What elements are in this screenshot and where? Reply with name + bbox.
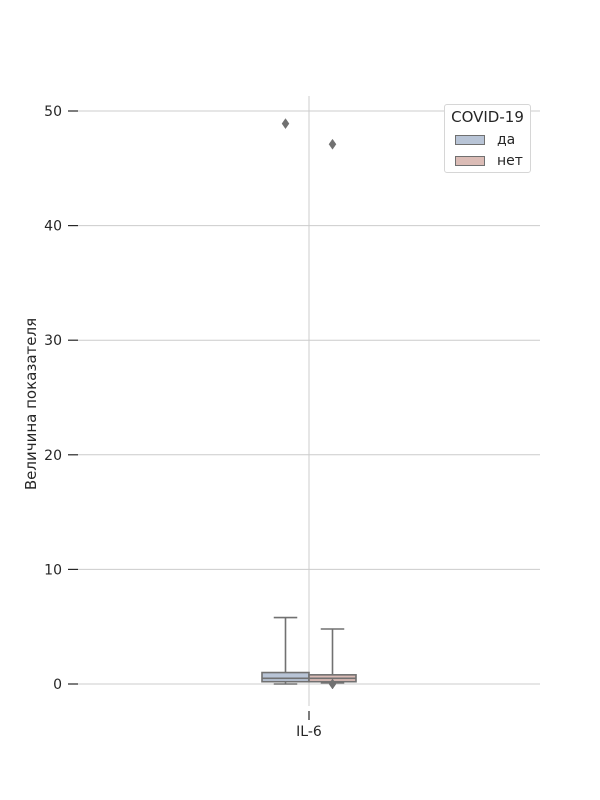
y-tick-label: 50 [44,104,62,120]
y-tick-label: 0 [53,677,62,693]
legend-label-series-1: да [497,132,516,148]
grid [78,96,540,706]
legend-label-series-2: нет [497,153,523,169]
outlier-point [281,118,290,130]
legend-swatch-series-1 [455,135,485,145]
y-tick-label: 10 [44,562,62,578]
x-axis: IL-6 [296,711,322,740]
boxplots [261,118,357,690]
outlier-point [328,138,337,150]
x-tick-label: IL-6 [296,724,322,740]
y-tick-label: 30 [44,333,62,349]
y-axis: 0 10 20 30 40 50 [44,104,78,693]
box [261,671,310,683]
y-tick-label: 20 [44,448,62,464]
outlier-point [328,678,337,690]
y-axis-label: Величина показателя [22,318,40,490]
legend-title: COVID-19 [451,108,524,126]
boxplot-2 [308,138,357,690]
boxplot-1 [261,118,310,685]
y-tick-label: 40 [44,219,62,235]
legend: COVID-19 да нет [444,104,531,173]
legend-swatch-series-2 [455,156,485,166]
